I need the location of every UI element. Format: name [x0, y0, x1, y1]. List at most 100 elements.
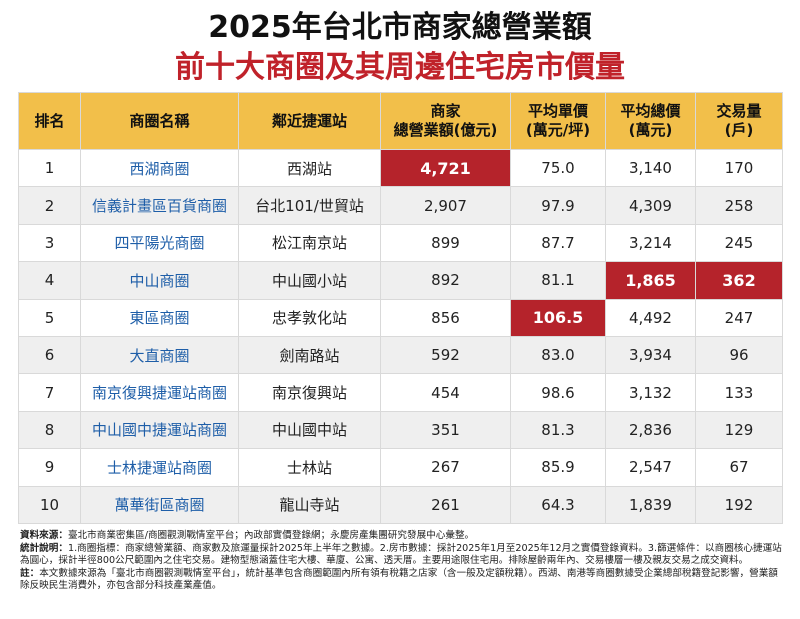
cell: 1,839: [605, 485, 696, 524]
note: 註：本文數據來源為「臺北市商圈觀測戰情室平台」，統計基準包含商圈範圍內所有領有稅…: [20, 568, 782, 593]
district-name: 南京復興捷運站商圈: [80, 373, 239, 412]
header-line: (萬元/坪): [525, 121, 591, 139]
cell: 南京復興站: [238, 373, 381, 412]
cell: 3,214: [605, 223, 696, 263]
district-name: 東區商圈: [80, 298, 239, 337]
column-header: 排名: [18, 92, 81, 150]
cell: 中山國中站: [238, 410, 381, 450]
cell: 士林站: [238, 448, 381, 487]
district-name: 西湖商圈: [80, 148, 239, 188]
cell: 267: [380, 448, 511, 487]
cell: 899: [380, 223, 511, 263]
note: 統計說明：1.商圈指標：商家總營業額、商家數及旅運量採計2025年上半年之數據。…: [20, 543, 782, 568]
cell: 忠孝敦化站: [238, 298, 381, 337]
header-line: 商家: [430, 102, 461, 120]
cell: 81.3: [510, 410, 606, 450]
column-header: 商家 總營業額(億元): [380, 92, 511, 150]
cell: 6: [18, 335, 81, 375]
cell: 106.5: [510, 298, 606, 337]
cell: 192: [695, 485, 783, 524]
cell: 10: [18, 485, 81, 524]
cell: 67: [695, 448, 783, 487]
note-text: 臺北市商業密集區/商圈觀測戰情室平台；內政部實價登錄網；永慶房產集團研究發展中心…: [67, 530, 475, 541]
cell: 4: [18, 261, 81, 300]
cell: 362: [695, 261, 783, 300]
district-name: 中山商圈: [80, 261, 239, 300]
table-row: 6 大直商圈 劍南路站 592 83.0 3,934 96: [18, 335, 783, 375]
cell: 3: [18, 223, 81, 263]
cell: 87.7: [510, 223, 606, 263]
column-header: 商圈名稱: [80, 92, 239, 150]
cell: 4,492: [605, 298, 696, 337]
district-name: 中山國中捷運站商圈: [80, 410, 239, 450]
table-row: 10 萬華街區商圈 龍山寺站 261 64.3 1,839 192: [18, 485, 783, 524]
cell: 81.1: [510, 261, 606, 300]
cell: 西湖站: [238, 148, 381, 188]
column-header: 平均總價 (萬元): [605, 92, 696, 150]
cell: 351: [380, 410, 511, 450]
cell: 97.9: [510, 186, 606, 225]
cell: 892: [380, 261, 511, 300]
cell: 1,865: [605, 261, 696, 300]
note: 資料來源：臺北市商業密集區/商圈觀測戰情室平台；內政部實價登錄網；永慶房產集團研…: [20, 530, 782, 543]
table-row: 1 西湖商圈 西湖站 4,721 75.0 3,140 170: [18, 148, 783, 188]
cell: 2: [18, 186, 81, 225]
cell: 85.9: [510, 448, 606, 487]
header-line: 總營業額(億元): [393, 121, 498, 139]
cell: 261: [380, 485, 511, 524]
header-line: (戶): [724, 121, 754, 139]
note-label: 統計說明：: [20, 542, 68, 554]
cell: 129: [695, 410, 783, 450]
cell: 247: [695, 298, 783, 337]
note-label: 資料來源：: [20, 530, 68, 541]
header-line: 平均單價: [527, 102, 588, 120]
table-row: 7 南京復興捷運站商圈 南京復興站 454 98.6 3,132 133: [18, 373, 783, 412]
cell: 64.3: [510, 485, 606, 524]
table-row: 2 信義計畫區百貨商圈 台北101/世貿站 2,907 97.9 4,309 258: [18, 186, 783, 225]
district-name: 萬華街區商圈: [80, 485, 239, 524]
note-text: 1.商圈指標：商家總營業額、商家數及旅運量採計2025年上半年之數據。2.房市數…: [20, 542, 782, 567]
column-header: 平均單價 (萬元/坪): [510, 92, 606, 150]
cell: 3,934: [605, 335, 696, 375]
cell: 龍山寺站: [238, 485, 381, 524]
district-name: 士林捷運站商圈: [80, 448, 239, 487]
title: 2025年台北市商家總營業額: [208, 10, 592, 45]
cell: 170: [695, 148, 783, 188]
cell: 3,140: [605, 148, 696, 188]
cell: 4,721: [380, 148, 511, 188]
header-line: 交易量: [716, 102, 762, 120]
header-line: 商圈名稱: [129, 111, 190, 130]
cell: 7: [18, 373, 81, 412]
column-header: 鄰近捷運站: [238, 92, 381, 150]
cell: 454: [380, 373, 511, 412]
header-line: (萬元): [628, 121, 673, 139]
cell: 9: [18, 448, 81, 487]
header-row: 排名 商圈名稱 鄰近捷運站 商家 總營業額(億元) 平均單價 (萬元/坪) 平均總價 (萬元) 交…: [18, 92, 783, 150]
cell: 83.0: [510, 335, 606, 375]
cell: 2,547: [605, 448, 696, 487]
district-name: 四平陽光商圈: [80, 223, 239, 263]
cell: 856: [380, 298, 511, 337]
cell: 5: [18, 298, 81, 337]
table-row: 3 四平陽光商圈 松江南京站 899 87.7 3,214 245: [18, 223, 783, 263]
header-line: 鄰近捷運站: [271, 111, 347, 130]
cell: 2,907: [380, 186, 511, 225]
table-row: 8 中山國中捷運站商圈 中山國中站 351 81.3 2,836 129: [18, 410, 783, 450]
cell: 245: [695, 223, 783, 263]
cell: 592: [380, 335, 511, 375]
table-row: 9 士林捷運站商圈 士林站 267 85.9 2,547 67: [18, 448, 783, 487]
notes: 資料來源：臺北市商業密集區/商圈觀測戰情室平台；內政部實價登錄網；永慶房產集團研…: [20, 530, 782, 593]
note-text: 本文數據來源為「臺北市商圈觀測戰情室平台」，統計基準包含商圈範圍內所有領有稅籍之…: [20, 567, 778, 592]
cell: 3,132: [605, 373, 696, 412]
column-header: 交易量 (戶): [695, 92, 783, 150]
cell: 1: [18, 148, 81, 188]
cell: 2,836: [605, 410, 696, 450]
cell: 98.6: [510, 373, 606, 412]
header-line: 排名: [34, 111, 65, 130]
header-line: 平均總價: [620, 102, 681, 120]
table-row: 4 中山商圈 中山國小站 892 81.1 1,865 362: [18, 261, 783, 300]
data-table: 排名 商圈名稱 鄰近捷運站 商家 總營業額(億元) 平均單價 (萬元/坪) 平均總價 (萬元) 交…: [18, 92, 783, 524]
cell: 中山國小站: [238, 261, 381, 300]
cell: 133: [695, 373, 783, 412]
